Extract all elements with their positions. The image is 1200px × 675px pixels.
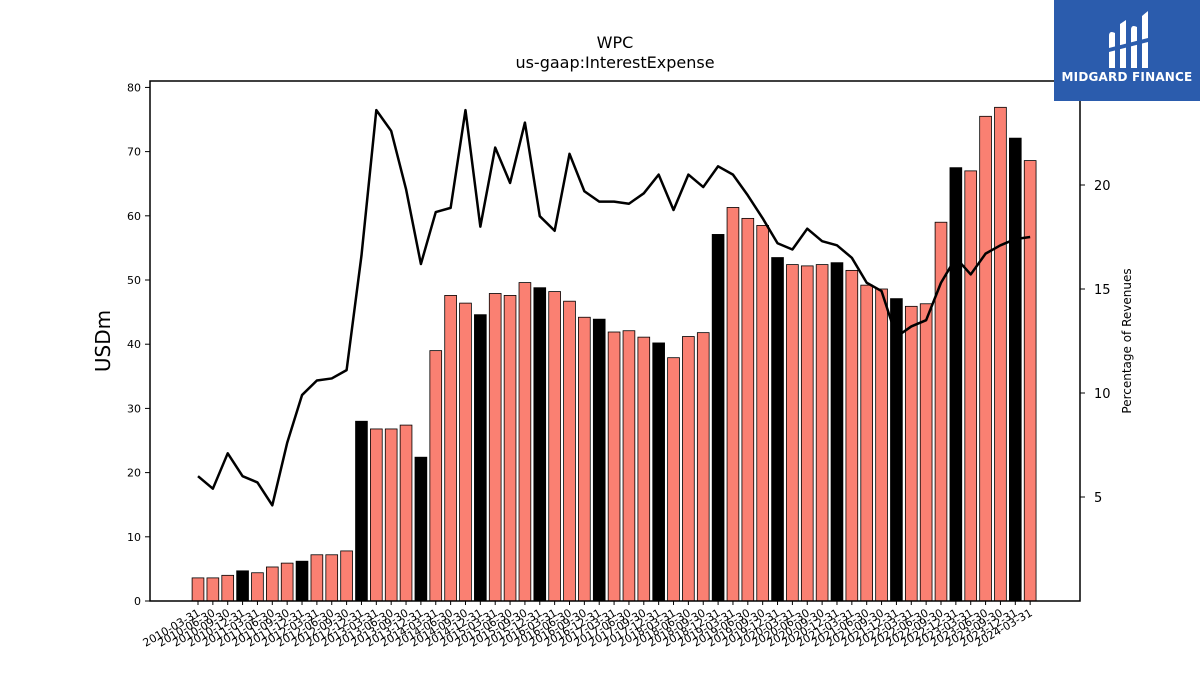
bar-2016-06-30 [563,300,576,602]
bar-2015-12-31 [533,287,547,602]
bar-2017-12-31 [652,342,665,602]
bar-2017-06-30 [622,330,636,602]
y-tick-label: 30 [127,402,141,415]
bar-2021-12-31 [890,298,903,602]
bar-2016-09-30 [578,316,591,602]
y2-axis-label: Percentage of Revenues [1120,268,1134,413]
percentage-line [197,108,1031,507]
bar-2010-09-30 [221,574,235,602]
y-axis-label: USDm [91,310,115,372]
bar-2023-12-31 [1009,137,1022,602]
bar-2012-03-31 [310,554,324,602]
bar-2013-12-31 [414,456,428,602]
plot-frame [149,80,1081,602]
bar-2016-12-31 [592,318,606,602]
bar-2022-06-30 [919,303,933,602]
bar-2014-12-31 [474,314,487,602]
bar-2015-06-30 [503,295,517,602]
y2-tick-label: 20 [1094,179,1111,194]
bar-2023-09-30 [994,106,1007,602]
bar-2015-03-31 [488,293,502,602]
y2-tick-label: 15 [1094,283,1111,298]
bar-series [191,106,1037,602]
bar-2018-12-31 [711,234,725,602]
brand-logo: MIDGARD FINANCE [1054,0,1200,101]
bar-2011-06-30 [265,566,279,602]
bar-2010-06-30 [206,577,220,602]
axes: 0102030405060708051015202010-03-312010-0… [127,80,1111,650]
y-tick-label: 60 [127,210,141,223]
bar-2016-03-31 [548,291,561,602]
logo-mark-icon [1109,11,1148,68]
bar-2021-03-31 [845,269,859,602]
y-tick-label: 20 [127,467,141,480]
bar-2020-12-31 [830,262,844,602]
y-tick-label: 50 [127,274,141,287]
bar-2011-03-31 [251,572,264,602]
bar-2018-03-31 [667,357,680,602]
bar-2019-03-31 [726,207,740,602]
bar-2021-06-30 [860,284,873,602]
brand-name: MIDGARD FINANCE [1061,70,1193,84]
bar-2022-09-30 [934,221,948,602]
bar-2022-12-31 [949,167,963,602]
bar-2012-06-30 [325,554,339,602]
y2-tick-label: 10 [1094,387,1111,402]
bar-2019-12-31 [771,257,784,602]
bar-2021-09-30 [875,288,888,602]
bar-2018-09-30 [696,332,710,602]
y-tick-label: 40 [127,338,141,351]
chart-title: WPC [597,33,634,52]
bar-2019-06-30 [741,217,755,602]
y2-tick-label: 5 [1094,491,1102,506]
bar-2020-06-30 [800,265,814,602]
bar-2013-06-30 [384,428,398,602]
y-tick-label: 0 [134,595,141,608]
bar-2015-09-30 [518,282,532,602]
bar-2014-03-31 [429,350,443,602]
bar-2023-06-30 [979,115,992,602]
bar-2024-03-31 [1023,160,1037,602]
bar-2019-09-30 [756,225,769,602]
bar-2014-09-30 [459,302,472,602]
bar-2013-03-31 [370,428,383,602]
bar-2022-03-31 [904,305,918,602]
bar-2017-03-31 [607,331,621,602]
chart-subtitle: us-gaap:InterestExpense [515,53,714,72]
bar-2020-03-31 [786,264,799,602]
y-tick-label: 80 [127,81,141,94]
bar-2014-06-30 [444,295,457,602]
bar-2010-12-31 [236,570,249,602]
bar-2011-09-30 [280,562,294,602]
line-series [197,108,1031,507]
bar-2012-12-31 [355,420,368,602]
bar-2011-12-31 [295,560,309,602]
bar-2017-09-30 [637,336,651,602]
bar-2023-03-31 [964,170,978,602]
bar-2020-09-30 [815,264,829,602]
bar-2013-09-30 [399,424,413,602]
y-tick-label: 70 [127,146,141,159]
bar-2010-03-31 [191,577,205,602]
bar-2018-06-30 [682,336,695,602]
y-tick-label: 10 [127,531,141,544]
bar-2012-09-30 [340,550,353,602]
